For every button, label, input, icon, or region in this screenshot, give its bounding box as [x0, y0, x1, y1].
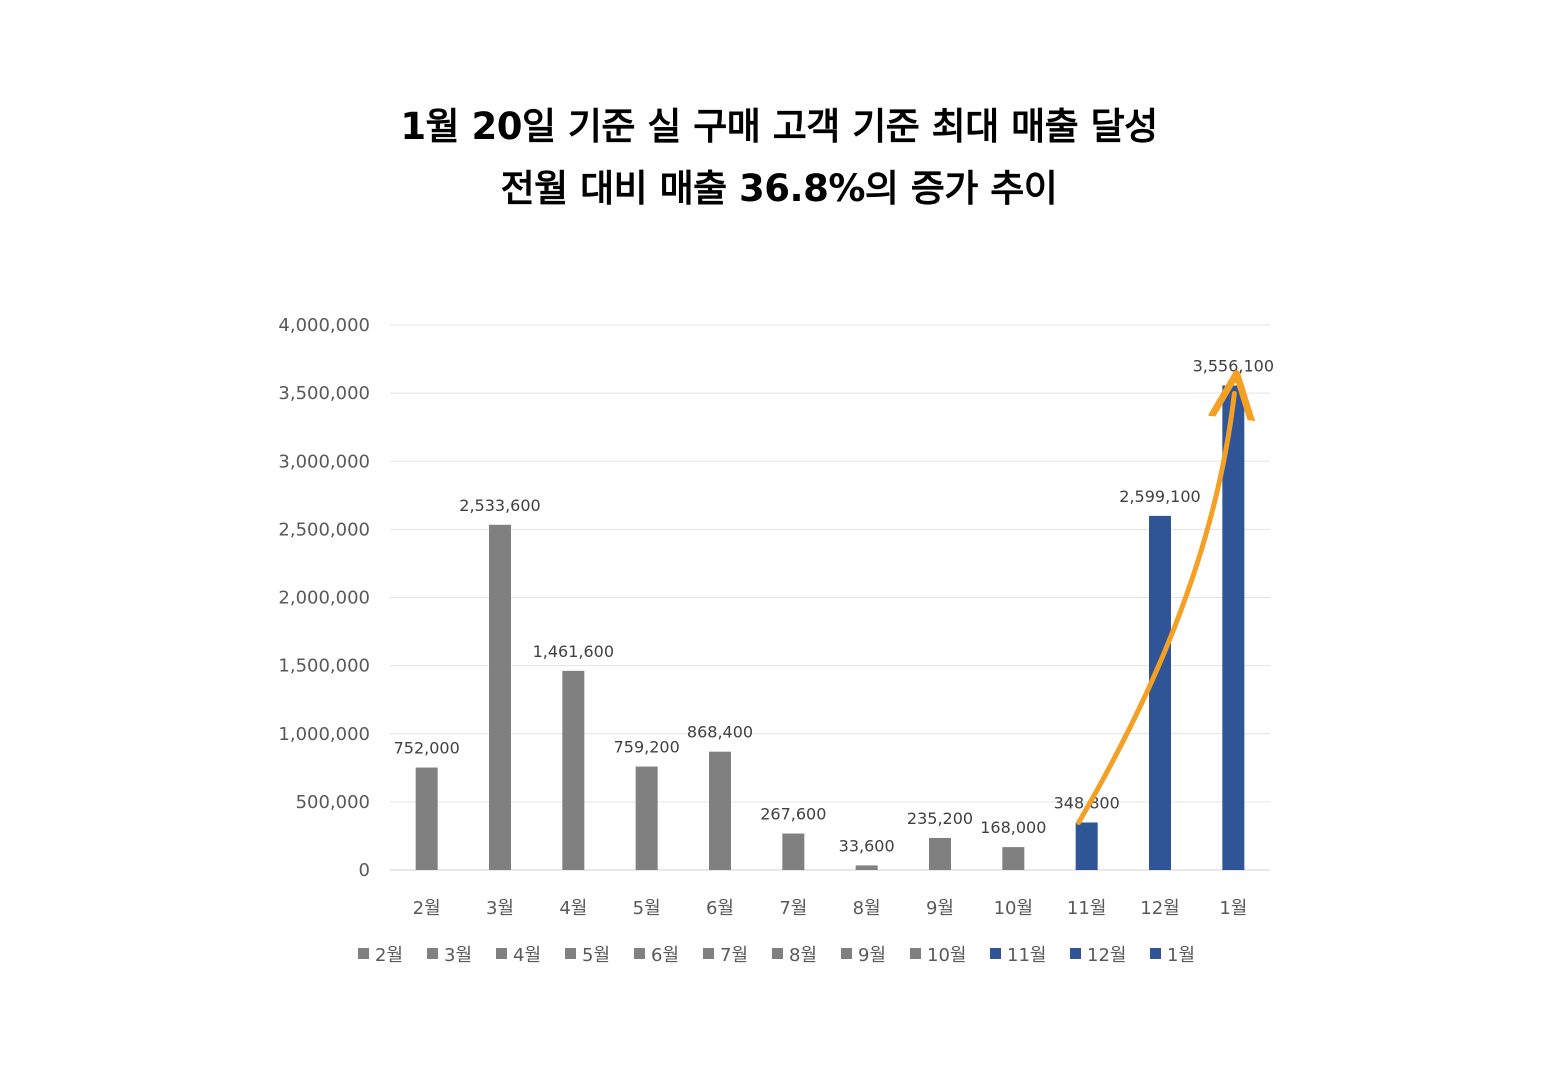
y-tick-label: 1,000,000 — [278, 724, 370, 745]
x-tick-label: 6월 — [706, 898, 734, 919]
data-label: 2,599,100 — [1119, 487, 1200, 506]
y-tick-label: 2,500,000 — [278, 519, 370, 540]
legend-swatch — [772, 948, 783, 959]
data-labels: 752,000 2,533,600 1,461,600 759,200 868,400 2… — [394, 356, 1274, 855]
legend-swatch — [841, 948, 852, 959]
y-tick-label: 4,000,000 — [278, 315, 370, 336]
bars — [415, 385, 1245, 870]
x-tick-label: 7월 — [779, 898, 807, 919]
data-label: 33,600 — [839, 836, 895, 855]
legend-label: 4월 — [513, 945, 541, 966]
x-tick-label: 5월 — [633, 898, 661, 919]
data-label: 267,600 — [760, 805, 826, 824]
legend-label: 2월 — [375, 945, 403, 966]
bar — [415, 767, 438, 870]
legend-label: 8월 — [789, 945, 817, 966]
y-tick-label: 2,000,000 — [278, 588, 370, 609]
y-tick-label: 1,500,000 — [278, 656, 370, 677]
trend-arrow — [1076, 393, 1235, 825]
bar — [1075, 822, 1098, 870]
data-label: 752,000 — [394, 739, 460, 758]
bar — [1149, 515, 1171, 870]
legend-label: 9월 — [858, 945, 886, 966]
gridlines — [390, 324, 1270, 871]
legend-swatch — [565, 948, 576, 959]
x-tick-label: 1월 — [1219, 898, 1247, 919]
x-tick-label: 8월 — [853, 898, 881, 919]
bar — [489, 524, 511, 870]
legend-swatch — [496, 948, 507, 959]
legend-label: 5월 — [582, 945, 610, 966]
x-axis-ticks: 2월 3월 4월 5월 6월 7월 8월 9월 10월 11월 12월 1월 — [413, 898, 1248, 919]
legend-swatch — [703, 948, 714, 959]
legend-label: 12월 — [1087, 945, 1126, 966]
legend-label: 10월 — [927, 945, 966, 966]
bar — [1002, 847, 1025, 870]
chart-title: 1월 20일 기준 실 구매 고객 기준 최대 매출 달성 전월 대비 매출 3… — [0, 96, 1558, 220]
chart-title-line-2: 전월 대비 매출 36.8%의 증가 추이 — [500, 167, 1058, 210]
annotation — [1076, 393, 1235, 825]
data-label: 2,533,600 — [459, 496, 540, 515]
legend-label: 1월 — [1167, 945, 1195, 966]
data-label: 168,000 — [980, 818, 1046, 837]
bar — [562, 670, 585, 870]
bar — [1222, 385, 1245, 870]
y-tick-label: 3,000,000 — [278, 451, 370, 472]
bar — [635, 766, 658, 870]
legend-swatch — [1150, 948, 1161, 959]
legend-swatch — [990, 948, 1001, 959]
y-tick-label: 3,500,000 — [278, 383, 370, 404]
legend-label: 3월 — [444, 945, 472, 966]
data-label: 1,461,600 — [533, 642, 614, 661]
data-label: 868,400 — [687, 723, 753, 742]
x-tick-label: 11월 — [1067, 898, 1106, 919]
legend-label: 6월 — [651, 945, 679, 966]
legend-swatch — [910, 948, 921, 959]
x-tick-label: 12월 — [1140, 898, 1179, 919]
chart-title-line-1: 1월 20일 기준 실 구매 고객 기준 최대 매출 달성 — [400, 105, 1158, 148]
x-tick-label: 3월 — [486, 898, 514, 919]
bar — [855, 865, 878, 870]
data-label: 759,200 — [614, 738, 680, 757]
legend-swatch — [634, 948, 645, 959]
legend-swatch — [1070, 948, 1081, 959]
bar — [709, 751, 731, 870]
y-axis-ticks: 0 500,000 1,000,000 1,500,000 2,000,000 2,500… — [278, 315, 370, 881]
data-label: 235,200 — [907, 809, 973, 828]
x-tick-label: 4월 — [559, 898, 587, 919]
bar — [782, 833, 805, 870]
y-tick-label: 0 — [359, 860, 370, 881]
bar — [929, 837, 951, 870]
legend-label: 11월 — [1007, 945, 1046, 966]
y-tick-label: 500,000 — [296, 792, 370, 813]
x-tick-label: 10월 — [994, 898, 1033, 919]
legend-swatch — [427, 948, 438, 959]
data-label: 3,556,100 — [1193, 356, 1274, 375]
legend-label: 7월 — [720, 945, 748, 966]
x-tick-label: 2월 — [413, 898, 441, 919]
x-tick-label: 9월 — [926, 898, 954, 919]
legend-swatch — [358, 948, 369, 959]
data-label: 348,800 — [1054, 793, 1120, 812]
legend: 2월 3월 4월 5월 6월 7월 8월 9월 10월 11월 12월 1월 — [358, 945, 1195, 966]
